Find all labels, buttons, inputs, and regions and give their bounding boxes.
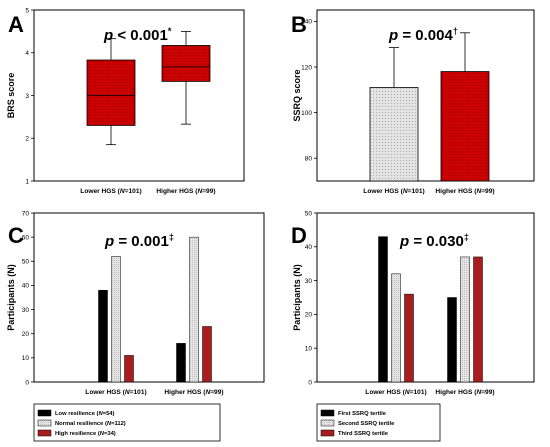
x-tick-label: Higher HGS (N=99) — [164, 389, 223, 396]
y-axis-label: SSRQ score — [292, 69, 302, 121]
y-tick-label: 30 — [305, 278, 313, 285]
y-tick-label: 30 — [22, 307, 30, 314]
panel-letter: D — [291, 223, 307, 248]
legend-c: Low resilience (N=54) Normal resilience (… — [33, 403, 221, 442]
y-tick-label: 10 — [22, 355, 30, 362]
x-tick-label: Lower HGS (N=101) — [80, 188, 141, 195]
y-tick-label: 40 — [22, 283, 30, 290]
y-tick-label: 0 — [25, 379, 29, 386]
bar-1 — [447, 297, 457, 383]
bar-1 — [176, 343, 186, 383]
box-body — [161, 45, 211, 82]
legend-frame — [316, 403, 441, 442]
bar — [369, 87, 419, 182]
panel-letter: C — [8, 223, 24, 248]
y-tick-label: 50 — [305, 210, 313, 217]
box-2 — [161, 30, 211, 125]
bar — [440, 71, 490, 182]
y-tick-label: 80 — [305, 156, 313, 163]
y-tick-label: 70 — [22, 210, 30, 217]
y-tick-label: 60 — [22, 234, 30, 241]
y-axis-label: Participants (N) — [6, 264, 16, 331]
y-axis-label: Participants (N) — [292, 264, 302, 331]
y-tick-label: 120 — [301, 64, 312, 71]
y-tick-label: 5 — [25, 7, 29, 14]
chart-panel-b: 80 100 120 140 SSRQ score B p = 0.004† Lower HG… — [291, 9, 535, 195]
box-body — [86, 59, 136, 126]
y-tick-label: 2 — [25, 136, 29, 143]
panel-letter: A — [8, 12, 24, 37]
plot-frame — [316, 212, 535, 383]
bar-1 — [378, 236, 388, 383]
panel-letter: B — [291, 12, 307, 37]
x-tick-label: Lower HGS (N=101) — [85, 389, 146, 396]
y-tick-label: 1 — [25, 178, 29, 185]
legend-d: First SSRQ tertile Second SSRQ tertile Thi… — [316, 403, 441, 442]
y-axis-label: BRS score — [6, 73, 16, 119]
y-tick-label: 20 — [22, 331, 30, 338]
y-tick-label: 40 — [305, 244, 313, 251]
plot-frame — [316, 9, 535, 182]
chart-panel-c: 0 10 20 30 40 50 60 70 Participants (N) C p = 0.00… — [6, 210, 265, 396]
y-tick-label: 140 — [301, 19, 312, 26]
bar-3 — [124, 355, 134, 383]
bar-3 — [202, 326, 212, 383]
legend-entry: Low resilience (N=54) — [55, 411, 115, 417]
legend-swatch — [37, 429, 52, 437]
bar-3 — [404, 293, 414, 383]
x-tick-label: Higher HGS (N=99) — [435, 389, 494, 396]
legend-entry: Second SSRQ tertile — [338, 421, 395, 427]
chart-panel-a: 1 2 3 4 5 BRS score A p < 0.001* Lower HGS (N=10… — [6, 7, 245, 195]
p-value-label: p < 0.001* — [103, 26, 172, 44]
p-value-label: p = 0.004† — [388, 26, 458, 44]
legend-entry: Third SSRQ tertile — [338, 431, 389, 437]
box-1 — [86, 38, 136, 146]
legend-swatch — [320, 429, 335, 437]
legend-swatch — [320, 419, 335, 427]
bar-2 — [111, 256, 121, 383]
bar-2 — [189, 236, 199, 383]
y-tick-label: 10 — [305, 346, 313, 353]
bar-3 — [473, 256, 483, 383]
bar-2 — [460, 256, 470, 383]
y-tick-label: 100 — [301, 110, 312, 117]
legend-frame — [33, 403, 221, 442]
y-tick-label: 4 — [25, 50, 29, 57]
legend-entry: First SSRQ tertile — [338, 411, 387, 417]
y-tick-label: 50 — [22, 259, 30, 266]
bar-2 — [391, 273, 401, 383]
plot-frame — [33, 212, 265, 383]
chart-panel-d: 0 10 20 30 40 50 Participants (N) D p = 0.030‡ Lo… — [291, 210, 535, 396]
p-value-label: p = 0.001‡ — [104, 232, 174, 250]
legend-swatch — [37, 419, 52, 427]
y-tick-label: 0 — [308, 379, 312, 386]
bar-1 — [98, 290, 108, 383]
x-tick-label: Lower HGS (N=101) — [365, 389, 426, 396]
y-tick-label: 20 — [305, 312, 313, 319]
legend-swatch — [37, 409, 52, 417]
x-tick-label: Higher HGS (N=99) — [156, 188, 215, 195]
y-tick-label: 3 — [25, 93, 29, 100]
x-tick-label: Higher HGS (N=99) — [435, 188, 494, 195]
legend-entry: Normal resilience (N=112) — [55, 421, 126, 427]
legend-swatch — [320, 409, 335, 417]
legend-entry: High resilience (N=34) — [55, 431, 116, 437]
x-tick-label: Lower HGS (N=101) — [363, 188, 424, 195]
p-value-label: p = 0.030‡ — [399, 232, 469, 250]
